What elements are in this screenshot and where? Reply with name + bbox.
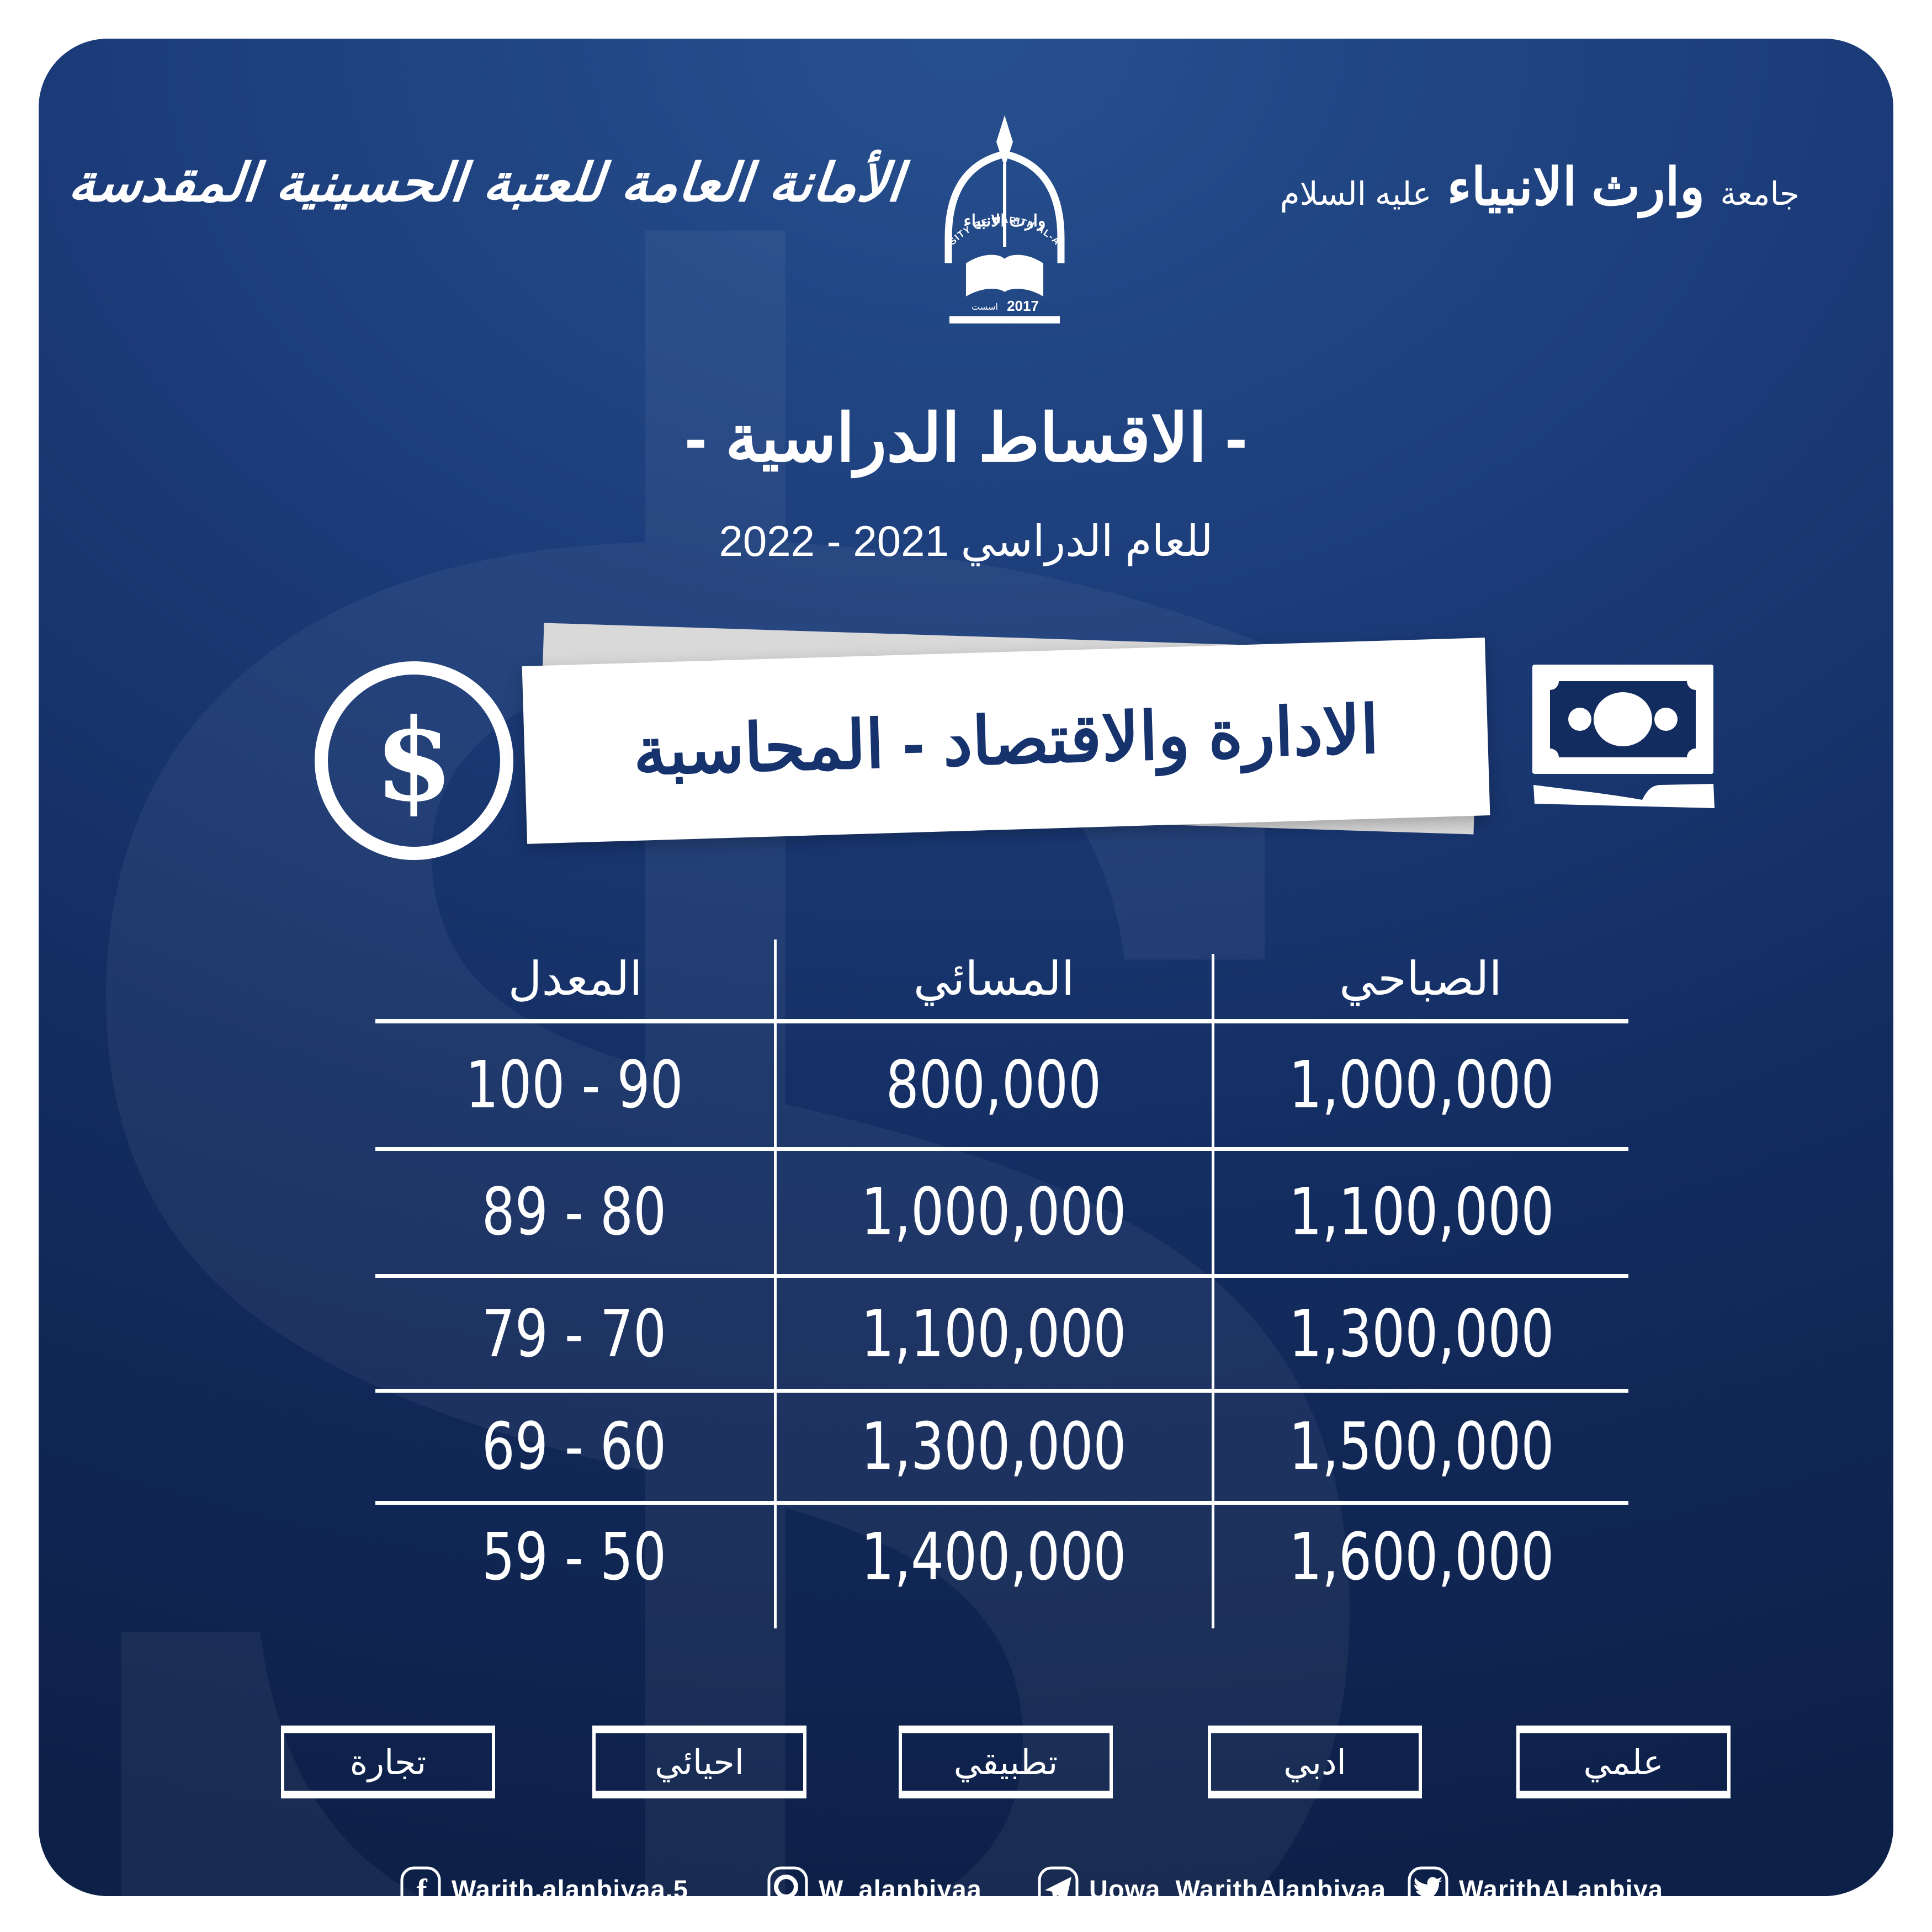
dollar-watermark-icon: $ (39, 39, 1547, 1896)
table-cell-evening: 1,400,000 (861, 1519, 1127, 1595)
table-cell-evening: 800,000 (885, 1047, 1102, 1123)
logo-established-label: اسست (972, 302, 998, 312)
instagram-handle: W_alanbiyaa (819, 1874, 982, 1897)
shrine-calligraphy: الأمانة العامة للعتبة الحسينية المقدسة (66, 151, 906, 214)
poster-subtitle: للعام الدراسي ‏2021 ‏- ‏2022 (719, 517, 1213, 565)
university-name: جامعة وارث الانبياء عليه السلام (1280, 157, 1800, 217)
column-header-average: المعدل (508, 953, 643, 1005)
logo-established-year: 2017 (1007, 298, 1039, 314)
table-cell-morning: 1,600,000 (1288, 1519, 1554, 1595)
table-header-divider (375, 1019, 1628, 1023)
table-cell-morning: 1,100,000 (1288, 1174, 1554, 1250)
poster-card: $ الأمانة العامة للعتبة الحسينية المقدسة… (39, 39, 1893, 1896)
open-book-icon (966, 254, 1043, 296)
table-row-divider (375, 1274, 1628, 1278)
twitter-icon (1408, 1866, 1448, 1896)
facebook-handle: Warith.alanbiyaa.5 (452, 1874, 688, 1897)
track-button-scientific[interactable]: علمي (1516, 1726, 1731, 1798)
column-header-morning: الصباحي (1339, 953, 1502, 1005)
social-telegram[interactable]: Uowa_WarithAlanbiyaa (1035, 1865, 1386, 1896)
table-cell-morning: 1,500,000 (1288, 1408, 1554, 1484)
university-name-prefix: جامعة (1720, 176, 1800, 212)
table-cell-average: 80 - 89 (481, 1174, 667, 1250)
table-column-divider (1212, 954, 1214, 1628)
table-cell-morning: 1,000,000 (1288, 1047, 1554, 1123)
university-logo-icon: UNIVERSITY OF WARITH AL-ANBIYAA وارث الا… (932, 113, 1065, 323)
table-cell-average: 50 - 59 (481, 1519, 667, 1595)
track-button-literary[interactable]: ادبي (1208, 1726, 1422, 1798)
social-twitter[interactable]: WarithALanbiya (1405, 1865, 1663, 1896)
track-button-applied[interactable]: تطبيقي (899, 1726, 1113, 1798)
telegram-icon (1038, 1866, 1079, 1896)
track-button-commerce[interactable]: تجارة (281, 1726, 495, 1798)
track-button-biology[interactable]: احيائي (592, 1726, 806, 1798)
department-banner: الادارة والاقتصاد - المحاسبة (522, 623, 1490, 844)
money-banknote-icon (1532, 665, 1715, 808)
university-name-main: وارث الانبياء (1447, 158, 1705, 216)
social-instagram[interactable]: W_alanbiyaa (765, 1865, 982, 1896)
table-row-divider (375, 1147, 1628, 1151)
university-name-suffix: عليه السلام (1280, 176, 1432, 212)
logo-arabic-name: وارث الانبياء (963, 212, 1045, 231)
column-header-evening: المسائي (913, 953, 1075, 1005)
dollar-symbol: $ (374, 694, 454, 827)
facebook-icon: f (400, 1866, 441, 1896)
svg-text:f: f (416, 1872, 427, 1896)
department-banner-label: الادارة والاقتصاد - المحاسبة (632, 692, 1380, 789)
instagram-icon (767, 1866, 808, 1896)
twitter-handle: WarithALanbiya (1459, 1874, 1664, 1897)
table-cell-morning: 1,300,000 (1288, 1296, 1554, 1372)
table-cell-evening: 1,100,000 (861, 1296, 1127, 1372)
table-row-divider (375, 1389, 1628, 1393)
social-facebook[interactable]: f Warith.alanbiyaa.5 (397, 1865, 688, 1896)
telegram-handle: Uowa_WarithAlanbiyaa (1089, 1874, 1386, 1897)
table-column-divider (774, 940, 777, 1628)
poster-title: - الاقساط الدراسية - (684, 401, 1248, 475)
table-cell-average: 60 - 69 (481, 1408, 667, 1484)
table-cell-evening: 1,000,000 (861, 1174, 1127, 1250)
pen-nib-icon (996, 115, 1013, 167)
table-row-divider (375, 1501, 1628, 1505)
table-cell-average: 70 - 79 (481, 1296, 667, 1372)
table-cell-evening: 1,300,000 (861, 1408, 1127, 1484)
table-cell-average: 90 - 100 (465, 1047, 683, 1123)
dollar-badge-icon: $ (315, 661, 513, 860)
